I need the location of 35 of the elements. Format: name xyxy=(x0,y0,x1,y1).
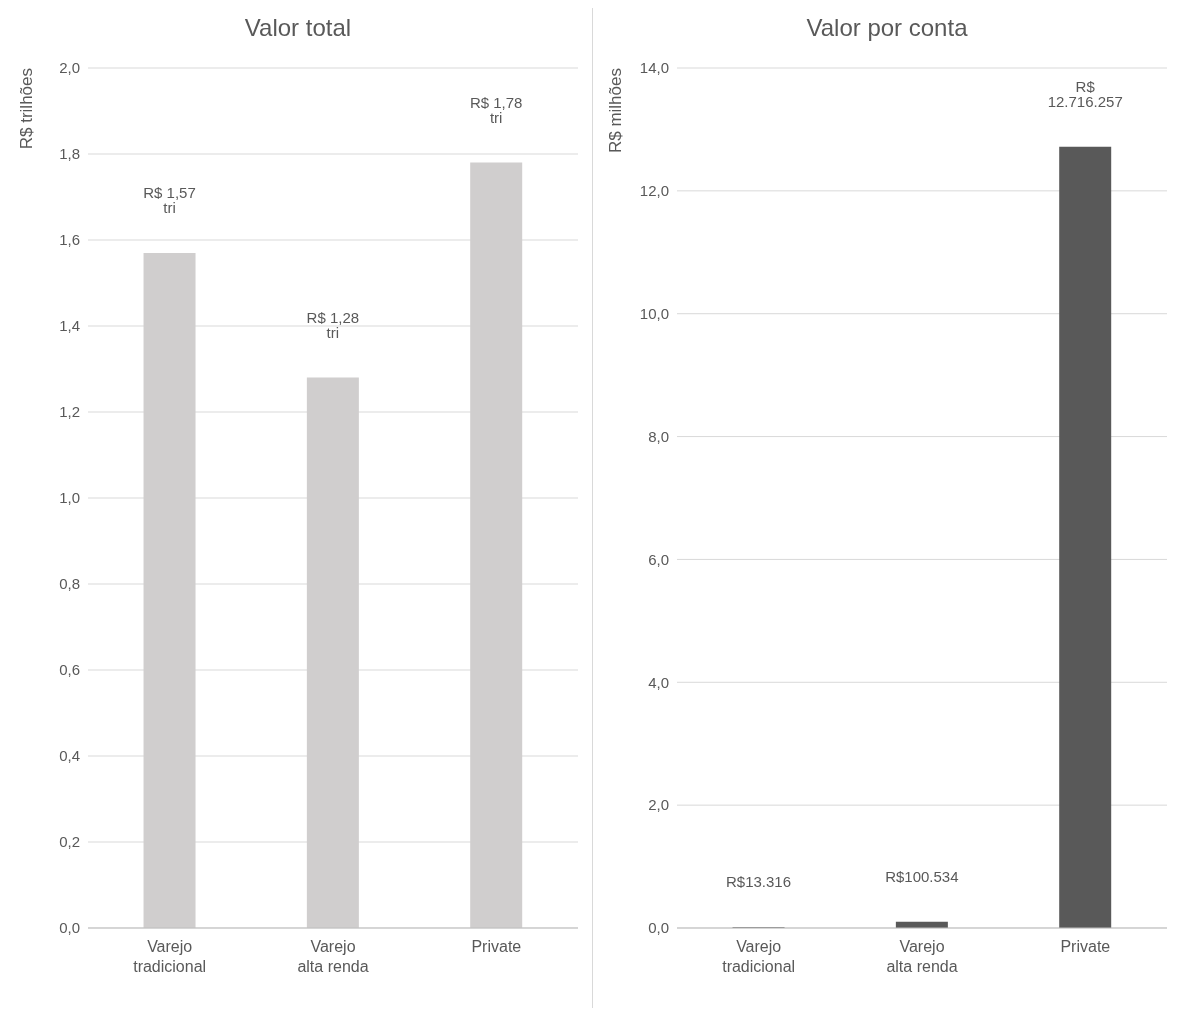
y-tick-label: 8,0 xyxy=(648,427,669,445)
y-tick-label: 2,0 xyxy=(648,796,669,814)
y-tick-label: 10,0 xyxy=(639,305,669,323)
y-tick-label: 1,4 xyxy=(59,317,80,335)
x-tick-label: Varejo tradicional xyxy=(722,938,796,975)
y-tick-label: 0,8 xyxy=(59,575,80,593)
y-tick-label: 0,0 xyxy=(59,919,80,937)
x-tick-label: Private xyxy=(471,938,522,955)
y-tick-label: 2,0 xyxy=(59,59,80,77)
chart-title: Valor por conta xyxy=(805,13,969,43)
y-tick-label: 1,0 xyxy=(59,489,80,507)
y-tick-label: 6,0 xyxy=(648,550,669,568)
y-tick-label: 1,8 xyxy=(59,145,80,163)
data-label: R$ 1,57 tri xyxy=(143,183,196,216)
data-label: R$ 12.716.257 xyxy=(1047,77,1123,110)
y-tick-label: 0,6 xyxy=(59,661,80,679)
y-tick-label: 12,0 xyxy=(639,182,669,200)
y-axis-title: R$ trilhões xyxy=(17,68,36,150)
y-tick-label: 4,0 xyxy=(648,673,669,691)
data-label: R$100.534 xyxy=(885,867,959,885)
x-tick-label: Varejo alta renda xyxy=(886,938,958,975)
data-label: R$13.316 xyxy=(726,873,792,891)
data-label: R$ 1,28 tri xyxy=(306,308,360,341)
y-tick-label: 0,4 xyxy=(59,747,80,765)
y-tick-label: 1,6 xyxy=(59,231,80,249)
y-tick-label: 0,2 xyxy=(59,833,80,851)
y-tick-label: 0,0 xyxy=(648,919,669,937)
y-tick-label: 14,0 xyxy=(639,59,669,77)
y-tick-label: 1,2 xyxy=(59,403,80,421)
x-tick-label: Varejo alta renda xyxy=(297,938,369,975)
chart-title: Valor total xyxy=(243,13,353,43)
x-tick-label: Private xyxy=(1060,938,1111,955)
x-tick-label: Varejo tradicional xyxy=(133,938,207,975)
y-axis-title: R$ milhões xyxy=(606,68,625,154)
data-label: R$ 1,78 tri xyxy=(469,93,523,126)
